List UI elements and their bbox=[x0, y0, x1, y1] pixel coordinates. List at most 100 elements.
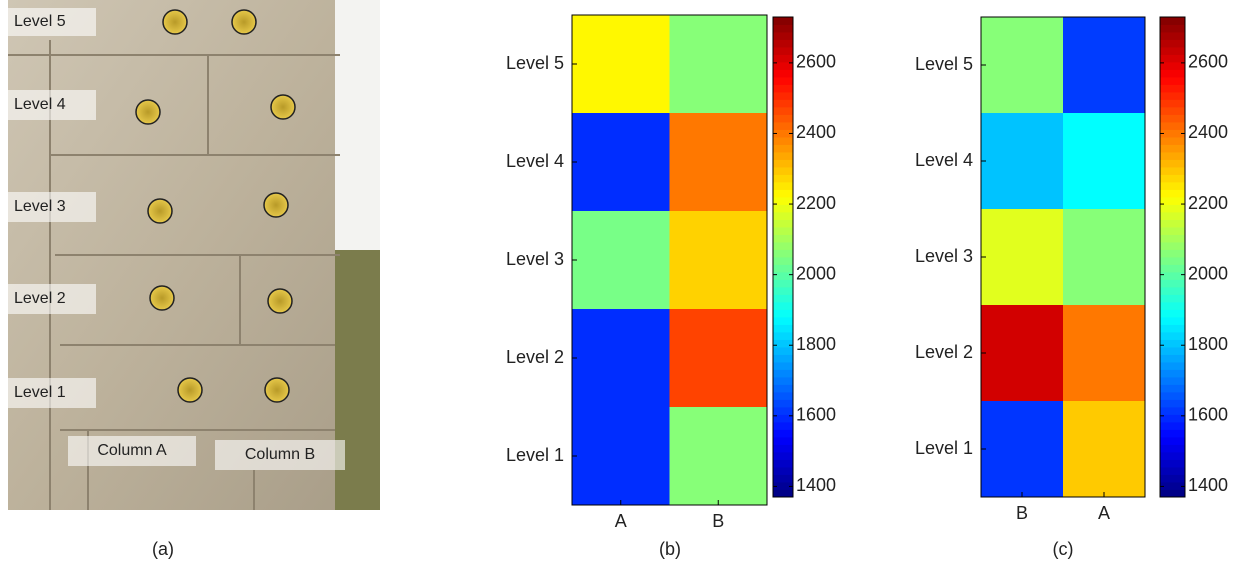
caption: (b) bbox=[659, 539, 681, 559]
colorbar-step bbox=[1160, 167, 1185, 175]
column-label: A bbox=[1098, 503, 1110, 523]
column-label: Column A bbox=[97, 442, 167, 459]
colorbar-step bbox=[773, 272, 793, 280]
heatmap-cell bbox=[572, 15, 670, 114]
colorbar-step bbox=[1160, 115, 1185, 123]
colorbar-step bbox=[773, 437, 793, 445]
colorbar-step bbox=[773, 190, 793, 198]
colorbar-step bbox=[773, 332, 793, 340]
colorbar-step bbox=[1160, 257, 1185, 265]
colorbar-step bbox=[1160, 370, 1185, 378]
colorbar-step bbox=[1160, 385, 1185, 393]
colorbar-step bbox=[1160, 437, 1185, 445]
colorbar-step bbox=[1160, 452, 1185, 460]
colorbar-step bbox=[773, 167, 793, 175]
colorbar-step bbox=[773, 467, 793, 475]
colorbar-step bbox=[773, 400, 793, 408]
colorbar-step bbox=[773, 175, 793, 183]
colorbar-step bbox=[773, 452, 793, 460]
colorbar-step bbox=[773, 355, 793, 363]
column-label: A bbox=[615, 511, 627, 531]
colorbar-step bbox=[773, 325, 793, 333]
colorbar-step bbox=[773, 70, 793, 78]
colorbar-step bbox=[773, 160, 793, 168]
colorbar-step bbox=[1160, 310, 1185, 318]
heatmap-cell bbox=[572, 211, 670, 310]
colorbar-step bbox=[1160, 47, 1185, 55]
photo: Level 5 Level 4 Level 3 Level 2 Level 1 … bbox=[8, 0, 380, 559]
colorbar-step bbox=[1160, 490, 1185, 498]
colorbar-step bbox=[1160, 355, 1185, 363]
colorbar-step bbox=[773, 32, 793, 40]
colorbar-step bbox=[773, 265, 793, 273]
colorbar-step bbox=[1160, 475, 1185, 483]
colorbar-step bbox=[1160, 287, 1185, 295]
heatmap-cell bbox=[981, 17, 1064, 114]
colorbar-tick-label: 2200 bbox=[796, 193, 836, 213]
colorbar-tick-label: 1800 bbox=[1188, 334, 1228, 354]
heatmap-cell bbox=[670, 407, 768, 506]
row-label: Level 2 bbox=[506, 347, 564, 367]
heatmap-cell bbox=[981, 401, 1064, 498]
colorbar-step bbox=[773, 460, 793, 468]
colorbar-step bbox=[1160, 107, 1185, 115]
colorbar-step bbox=[773, 85, 793, 93]
row-label: Level 3 bbox=[915, 246, 973, 266]
colorbar-step bbox=[1160, 362, 1185, 370]
colorbar-step bbox=[1160, 160, 1185, 168]
column-label: B bbox=[712, 511, 724, 531]
colorbar-step bbox=[1160, 92, 1185, 100]
colorbar-step bbox=[1160, 317, 1185, 325]
heatmap-cell bbox=[1063, 17, 1146, 114]
heatmap-cell bbox=[981, 305, 1064, 402]
figure: Level 5 Level 4 Level 3 Level 2 Level 1 … bbox=[0, 0, 1250, 568]
caption: (c) bbox=[1053, 539, 1074, 559]
colorbar-step bbox=[773, 122, 793, 130]
colorbar-step bbox=[1160, 212, 1185, 220]
colorbar-step bbox=[773, 317, 793, 325]
colorbar-step bbox=[773, 392, 793, 400]
colorbar-step bbox=[1160, 220, 1185, 228]
colorbar-tick-label: 2000 bbox=[1188, 263, 1228, 283]
colorbar-step bbox=[1160, 460, 1185, 468]
sky bbox=[335, 0, 380, 290]
colorbar-step bbox=[1160, 407, 1185, 415]
colorbar-step bbox=[773, 137, 793, 145]
row-label: Level 1 bbox=[915, 438, 973, 458]
colorbar-step bbox=[773, 347, 793, 355]
heatmap-cell bbox=[670, 309, 768, 408]
heatmap-cell bbox=[981, 209, 1064, 306]
column-label: Column B bbox=[245, 446, 315, 463]
colorbar-step bbox=[1160, 17, 1185, 25]
colorbar-tick-label: 2400 bbox=[1188, 122, 1228, 142]
colorbar-step bbox=[773, 475, 793, 483]
level-label: Level 1 bbox=[14, 384, 66, 401]
colorbar-step bbox=[1160, 235, 1185, 243]
colorbar-step bbox=[1160, 55, 1185, 63]
colorbar-step bbox=[1160, 25, 1185, 33]
colorbar-step bbox=[773, 280, 793, 288]
colorbar-step bbox=[1160, 205, 1185, 213]
colorbar-step bbox=[1160, 400, 1185, 408]
heatmap-cell bbox=[1063, 401, 1146, 498]
colorbar-tick-label: 1600 bbox=[1188, 405, 1228, 425]
colorbar-tick-label: 1600 bbox=[796, 405, 836, 425]
column-label: B bbox=[1016, 503, 1028, 523]
heatmap-cell bbox=[1063, 305, 1146, 402]
level-label: Level 4 bbox=[14, 96, 66, 113]
colorbar-step bbox=[773, 17, 793, 25]
colorbar-step bbox=[1160, 242, 1185, 250]
heatmap-cell bbox=[670, 211, 768, 310]
colorbar-step bbox=[773, 370, 793, 378]
row-label: Level 4 bbox=[915, 150, 973, 170]
colorbar-step bbox=[773, 490, 793, 498]
colorbar-step bbox=[1160, 70, 1185, 78]
colorbar-step bbox=[773, 220, 793, 228]
heatmap-cell bbox=[572, 309, 670, 408]
row-label: Level 5 bbox=[915, 54, 973, 74]
colorbar-step bbox=[773, 55, 793, 63]
colorbar-step bbox=[1160, 40, 1185, 48]
colorbar-step bbox=[773, 295, 793, 303]
level-label: Level 2 bbox=[14, 290, 66, 307]
colorbar-step bbox=[773, 287, 793, 295]
